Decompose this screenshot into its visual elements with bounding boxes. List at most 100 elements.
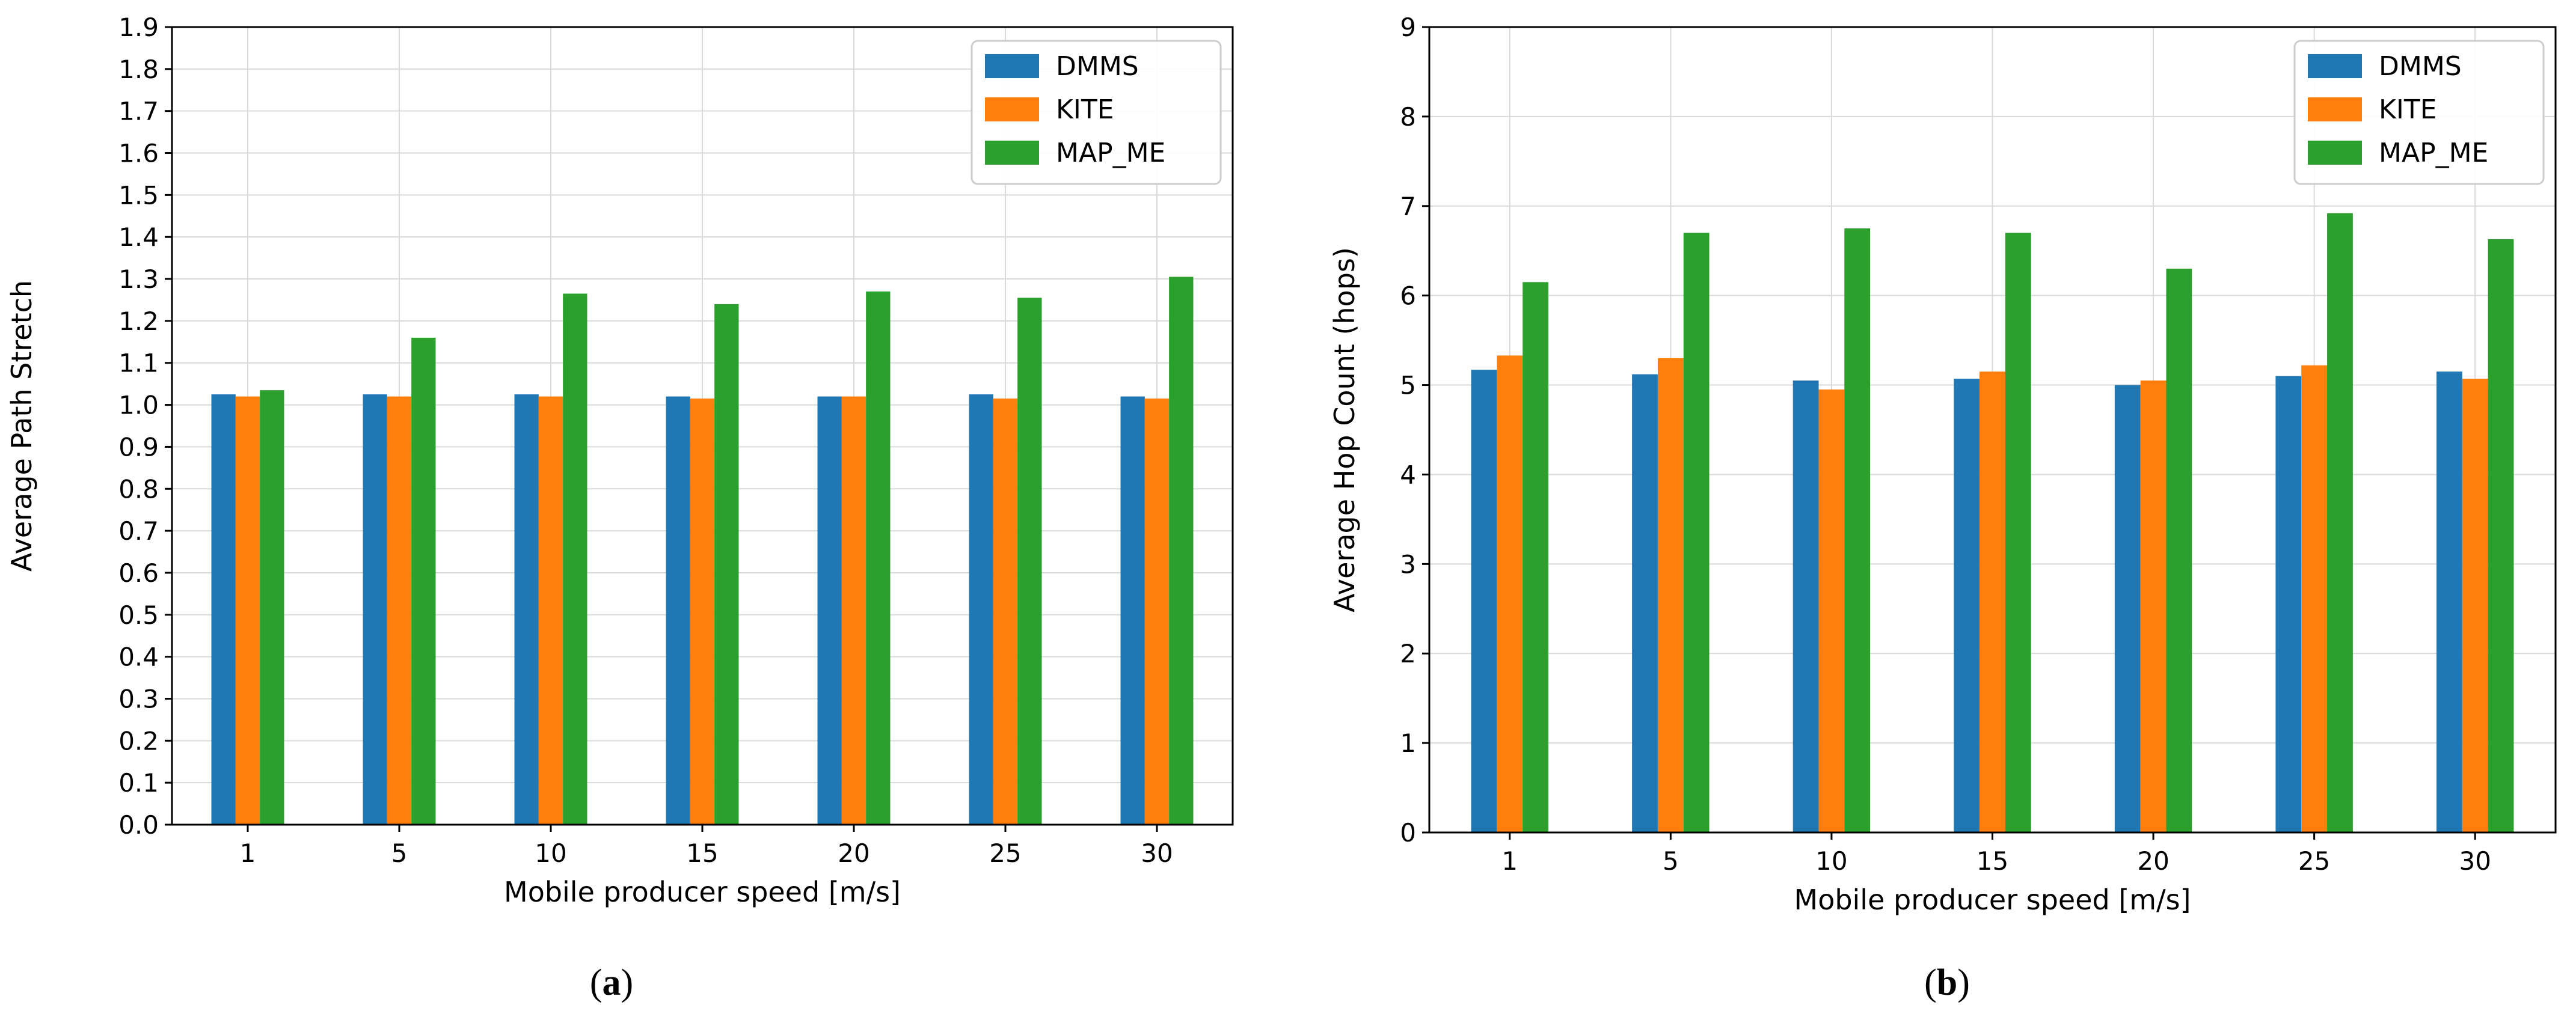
- y-tick-label: 0.1: [118, 768, 159, 798]
- bar-kite-30: [2462, 379, 2488, 832]
- x-tick-label: 5: [391, 838, 408, 868]
- bar-kite-25: [993, 399, 1018, 825]
- y-tick-label: 1.6: [118, 139, 159, 168]
- x-axis-label: Mobile producer speed [m/s]: [1794, 884, 2191, 916]
- y-tick-label: 0.3: [118, 684, 159, 713]
- legend-swatch-dmms: [985, 54, 1039, 78]
- bar-kite-30: [1144, 399, 1170, 825]
- bar-map-me-15: [714, 304, 739, 825]
- x-tick-label: 10: [535, 838, 566, 868]
- y-tick-label: 1.2: [118, 307, 159, 336]
- x-tick-label: 10: [1815, 846, 1847, 876]
- panel-caption-letter: a: [603, 962, 621, 1003]
- legend-label: MAP_ME: [1056, 138, 1165, 168]
- y-tick-label: 3: [1400, 549, 1416, 579]
- bar-dmms-20: [817, 396, 842, 825]
- y-tick-label: 8: [1400, 102, 1416, 132]
- legend-label: KITE: [1056, 94, 1114, 125]
- bar-dmms-5: [1632, 374, 1658, 832]
- legend-swatch-map-me: [2308, 141, 2362, 165]
- bar-dmms-20: [2114, 385, 2141, 832]
- x-tick-label: 15: [686, 838, 718, 868]
- y-tick-label: 7: [1400, 192, 1416, 221]
- plot-frame: [171, 26, 1234, 826]
- legend-label: DMMS: [2379, 51, 2462, 82]
- legend-swatch-kite: [985, 97, 1039, 121]
- y-tick-label: 1.0: [118, 391, 159, 420]
- y-axis-label: Average Hop Count (hops): [1328, 247, 1361, 612]
- legend: DMMS KITE MAP_ME: [971, 40, 1222, 185]
- x-tick-label: 25: [2298, 846, 2330, 876]
- bar-map-me-25: [2327, 213, 2353, 832]
- panel-caption-letter: b: [1937, 962, 1957, 1003]
- x-axis-label: Mobile producer speed [m/s]: [504, 876, 901, 908]
- bar-map-me-5: [1683, 233, 1710, 832]
- x-tick-label: 15: [1976, 846, 2008, 876]
- bar-map-me-1: [260, 390, 284, 825]
- bar-map-me-5: [411, 337, 436, 825]
- bar-kite-25: [2301, 365, 2328, 832]
- bar-map-me-10: [563, 293, 587, 825]
- x-tick-label: 1: [240, 838, 256, 868]
- y-tick-label: 1.5: [118, 180, 159, 210]
- bar-map-me-20: [866, 292, 891, 825]
- y-tick-label: 6: [1400, 281, 1416, 311]
- legend: DMMS KITE MAP_ME: [2293, 40, 2545, 185]
- legend-label: DMMS: [1056, 51, 1139, 82]
- legend-label: KITE: [2379, 94, 2437, 125]
- x-tick-label: 25: [989, 838, 1021, 868]
- bar-kite-15: [1980, 371, 2005, 832]
- bar-map-me-1: [1523, 282, 1549, 832]
- y-tick-label: 0.2: [118, 726, 159, 756]
- bar-kite-20: [841, 396, 866, 825]
- bar-map-me-25: [1017, 298, 1042, 825]
- y-tick-label: 1.1: [118, 349, 159, 378]
- x-tick-label: 5: [1663, 846, 1679, 876]
- bar-map-me-10: [1844, 228, 1871, 832]
- y-tick-label: 5: [1400, 371, 1416, 400]
- y-tick-label: 1.4: [118, 222, 159, 252]
- bar-kite-15: [690, 399, 715, 825]
- y-tick-label: 4: [1400, 460, 1416, 489]
- y-tick-label: 1.8: [118, 55, 159, 84]
- bar-dmms-25: [2275, 376, 2302, 832]
- bar-dmms-10: [1792, 380, 1819, 832]
- legend-swatch-dmms: [2308, 54, 2362, 78]
- bar-dmms-30: [1120, 396, 1145, 825]
- y-tick-label: 1.7: [118, 97, 159, 126]
- plot-frame: [1428, 26, 2557, 834]
- bar-dmms-5: [363, 394, 387, 825]
- bar-kite-5: [387, 396, 412, 825]
- bar-dmms-15: [1954, 379, 1980, 832]
- y-tick-label: 2: [1400, 639, 1416, 668]
- x-tick-label: 30: [1141, 838, 1173, 868]
- y-axis-label: Average Path Stretch: [5, 280, 38, 572]
- bar-kite-10: [1818, 389, 1845, 832]
- legend-label: MAP_ME: [2379, 138, 2488, 168]
- y-tick-label: 1.3: [118, 264, 159, 294]
- bar-kite-5: [1657, 358, 1684, 832]
- x-tick-label: 20: [2137, 846, 2169, 876]
- y-tick-label: 1.9: [118, 13, 159, 42]
- bar-dmms-30: [2436, 371, 2462, 832]
- bar-dmms-15: [666, 396, 690, 825]
- bar-map-me-30: [2488, 239, 2514, 832]
- y-tick-label: 9: [1400, 13, 1416, 42]
- bar-kite-20: [2140, 380, 2167, 832]
- panel-caption: (a): [590, 962, 633, 1003]
- y-tick-label: 0.8: [118, 474, 159, 504]
- bar-map-me-20: [2166, 269, 2192, 832]
- bar-map-me-30: [1169, 276, 1194, 825]
- bar-dmms-10: [514, 394, 539, 825]
- panel-caption: (b): [1924, 962, 1970, 1003]
- y-tick-label: 0.7: [118, 516, 159, 546]
- chart-panel-a: 0.0 0.1 0.2 0.3 0.4 0.5 0.6 0.7 0.8 0.9 1.0 1.1 1.2 1…: [5, 13, 1234, 1003]
- legend-swatch-map-me: [985, 141, 1039, 165]
- x-tick-label: 1: [1501, 846, 1518, 876]
- legend-swatch-kite: [2308, 97, 2362, 121]
- x-tick-label: 20: [838, 838, 869, 868]
- bar-kite-1: [1497, 355, 1523, 832]
